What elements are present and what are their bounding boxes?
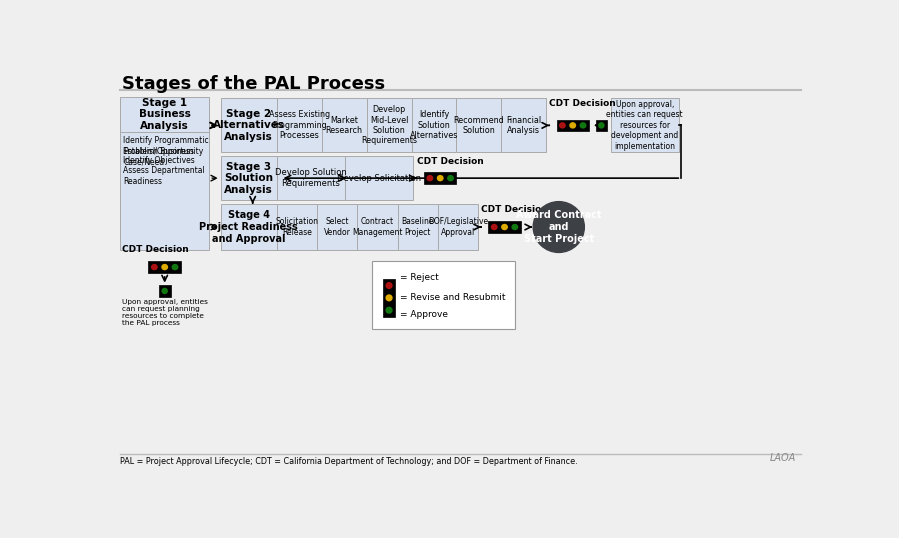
FancyBboxPatch shape <box>345 156 413 200</box>
Ellipse shape <box>426 175 433 181</box>
Text: = Revise and Resubmit: = Revise and Resubmit <box>400 293 505 302</box>
Text: LAOA: LAOA <box>770 454 796 463</box>
FancyBboxPatch shape <box>610 98 679 152</box>
Ellipse shape <box>151 264 158 270</box>
FancyBboxPatch shape <box>221 204 277 250</box>
Text: Solicitation
Release: Solicitation Release <box>275 217 318 237</box>
Text: Identify
Solution
Alternatives: Identify Solution Alternatives <box>410 110 458 140</box>
Ellipse shape <box>172 264 179 270</box>
FancyBboxPatch shape <box>502 98 547 152</box>
Text: Market
Research: Market Research <box>325 116 362 135</box>
Text: Financial
Analysis: Financial Analysis <box>506 116 541 135</box>
Text: Stage 4
Project Readiness
and Approval: Stage 4 Project Readiness and Approval <box>200 210 298 244</box>
Text: Identify Objectives: Identify Objectives <box>123 156 195 165</box>
Ellipse shape <box>437 175 444 181</box>
FancyBboxPatch shape <box>120 97 209 132</box>
Text: Baseline
Project: Baseline Project <box>402 217 434 237</box>
FancyBboxPatch shape <box>148 261 181 273</box>
Ellipse shape <box>598 122 605 129</box>
Ellipse shape <box>569 122 576 129</box>
Text: Select
Vendor: Select Vendor <box>324 217 351 237</box>
FancyBboxPatch shape <box>277 156 345 200</box>
Text: Identify Programmatic
Problem/Opportunity: Identify Programmatic Problem/Opportunit… <box>123 136 209 155</box>
FancyBboxPatch shape <box>322 98 367 152</box>
Text: = Approve: = Approve <box>400 310 448 320</box>
FancyBboxPatch shape <box>357 204 397 250</box>
FancyBboxPatch shape <box>120 98 209 250</box>
Ellipse shape <box>580 122 586 129</box>
FancyBboxPatch shape <box>397 204 438 250</box>
Ellipse shape <box>162 288 168 294</box>
Ellipse shape <box>559 122 565 129</box>
Ellipse shape <box>386 307 393 314</box>
Text: Award Contract
and
Start Project: Award Contract and Start Project <box>516 210 601 244</box>
Ellipse shape <box>491 224 498 230</box>
FancyBboxPatch shape <box>438 204 478 250</box>
FancyBboxPatch shape <box>488 221 521 233</box>
FancyBboxPatch shape <box>383 279 396 317</box>
Text: CDT Decision: CDT Decision <box>417 157 484 166</box>
Text: CDT Decision: CDT Decision <box>481 204 548 214</box>
FancyBboxPatch shape <box>595 119 608 131</box>
Text: Stage 1
Business
Analysis: Stage 1 Business Analysis <box>138 97 191 131</box>
FancyBboxPatch shape <box>412 98 457 152</box>
Text: Upon approval,
entities can request
resources for
development and
implementation: Upon approval, entities can request reso… <box>607 100 683 151</box>
Circle shape <box>533 202 584 252</box>
Text: Stages of the PAL Process: Stages of the PAL Process <box>121 75 385 93</box>
FancyBboxPatch shape <box>317 204 357 250</box>
Text: Stage 3
Solution
Analysis: Stage 3 Solution Analysis <box>224 161 273 195</box>
Text: PAL = Project Approval Lifecycle; CDT = California Department of Technology; and: PAL = Project Approval Lifecycle; CDT = … <box>120 457 578 466</box>
Text: Upon approval, entities
can request planning
resources to complete
the PAL proce: Upon approval, entities can request plan… <box>122 300 209 327</box>
Ellipse shape <box>386 282 393 289</box>
Ellipse shape <box>386 294 393 301</box>
FancyBboxPatch shape <box>277 98 322 152</box>
Text: Develop Solution
Requirements: Develop Solution Requirements <box>275 168 347 188</box>
Text: Stage 2
Alternatives
Analysis: Stage 2 Alternatives Analysis <box>213 109 285 142</box>
FancyBboxPatch shape <box>221 156 277 200</box>
FancyBboxPatch shape <box>424 172 457 184</box>
Text: CDT Decision: CDT Decision <box>122 245 189 254</box>
Ellipse shape <box>501 224 508 230</box>
Text: CDT Decision: CDT Decision <box>549 99 616 108</box>
FancyBboxPatch shape <box>367 98 412 152</box>
Text: DOF/Legislative
Approval: DOF/Legislative Approval <box>428 217 488 237</box>
Ellipse shape <box>161 264 168 270</box>
FancyBboxPatch shape <box>372 261 515 329</box>
FancyBboxPatch shape <box>556 119 589 131</box>
FancyBboxPatch shape <box>221 98 277 152</box>
Text: Develop Solicitation: Develop Solicitation <box>337 174 421 182</box>
Text: Establish Business
Case/Need: Establish Business Case/Need <box>123 147 194 166</box>
Ellipse shape <box>512 224 519 230</box>
Text: Assess Departmental
Readiness: Assess Departmental Readiness <box>123 166 205 186</box>
Text: Recommend
Solution: Recommend Solution <box>454 116 504 135</box>
Text: Assess Existing
Programming
Processes: Assess Existing Programming Processes <box>269 110 330 140</box>
FancyBboxPatch shape <box>457 98 502 152</box>
Text: = Reject: = Reject <box>400 273 439 282</box>
FancyBboxPatch shape <box>277 204 317 250</box>
Text: Contract
Management: Contract Management <box>352 217 403 237</box>
FancyBboxPatch shape <box>159 285 171 297</box>
Ellipse shape <box>447 175 454 181</box>
Text: Develop
Mid-Level
Solution
Requirements: Develop Mid-Level Solution Requirements <box>361 105 417 145</box>
